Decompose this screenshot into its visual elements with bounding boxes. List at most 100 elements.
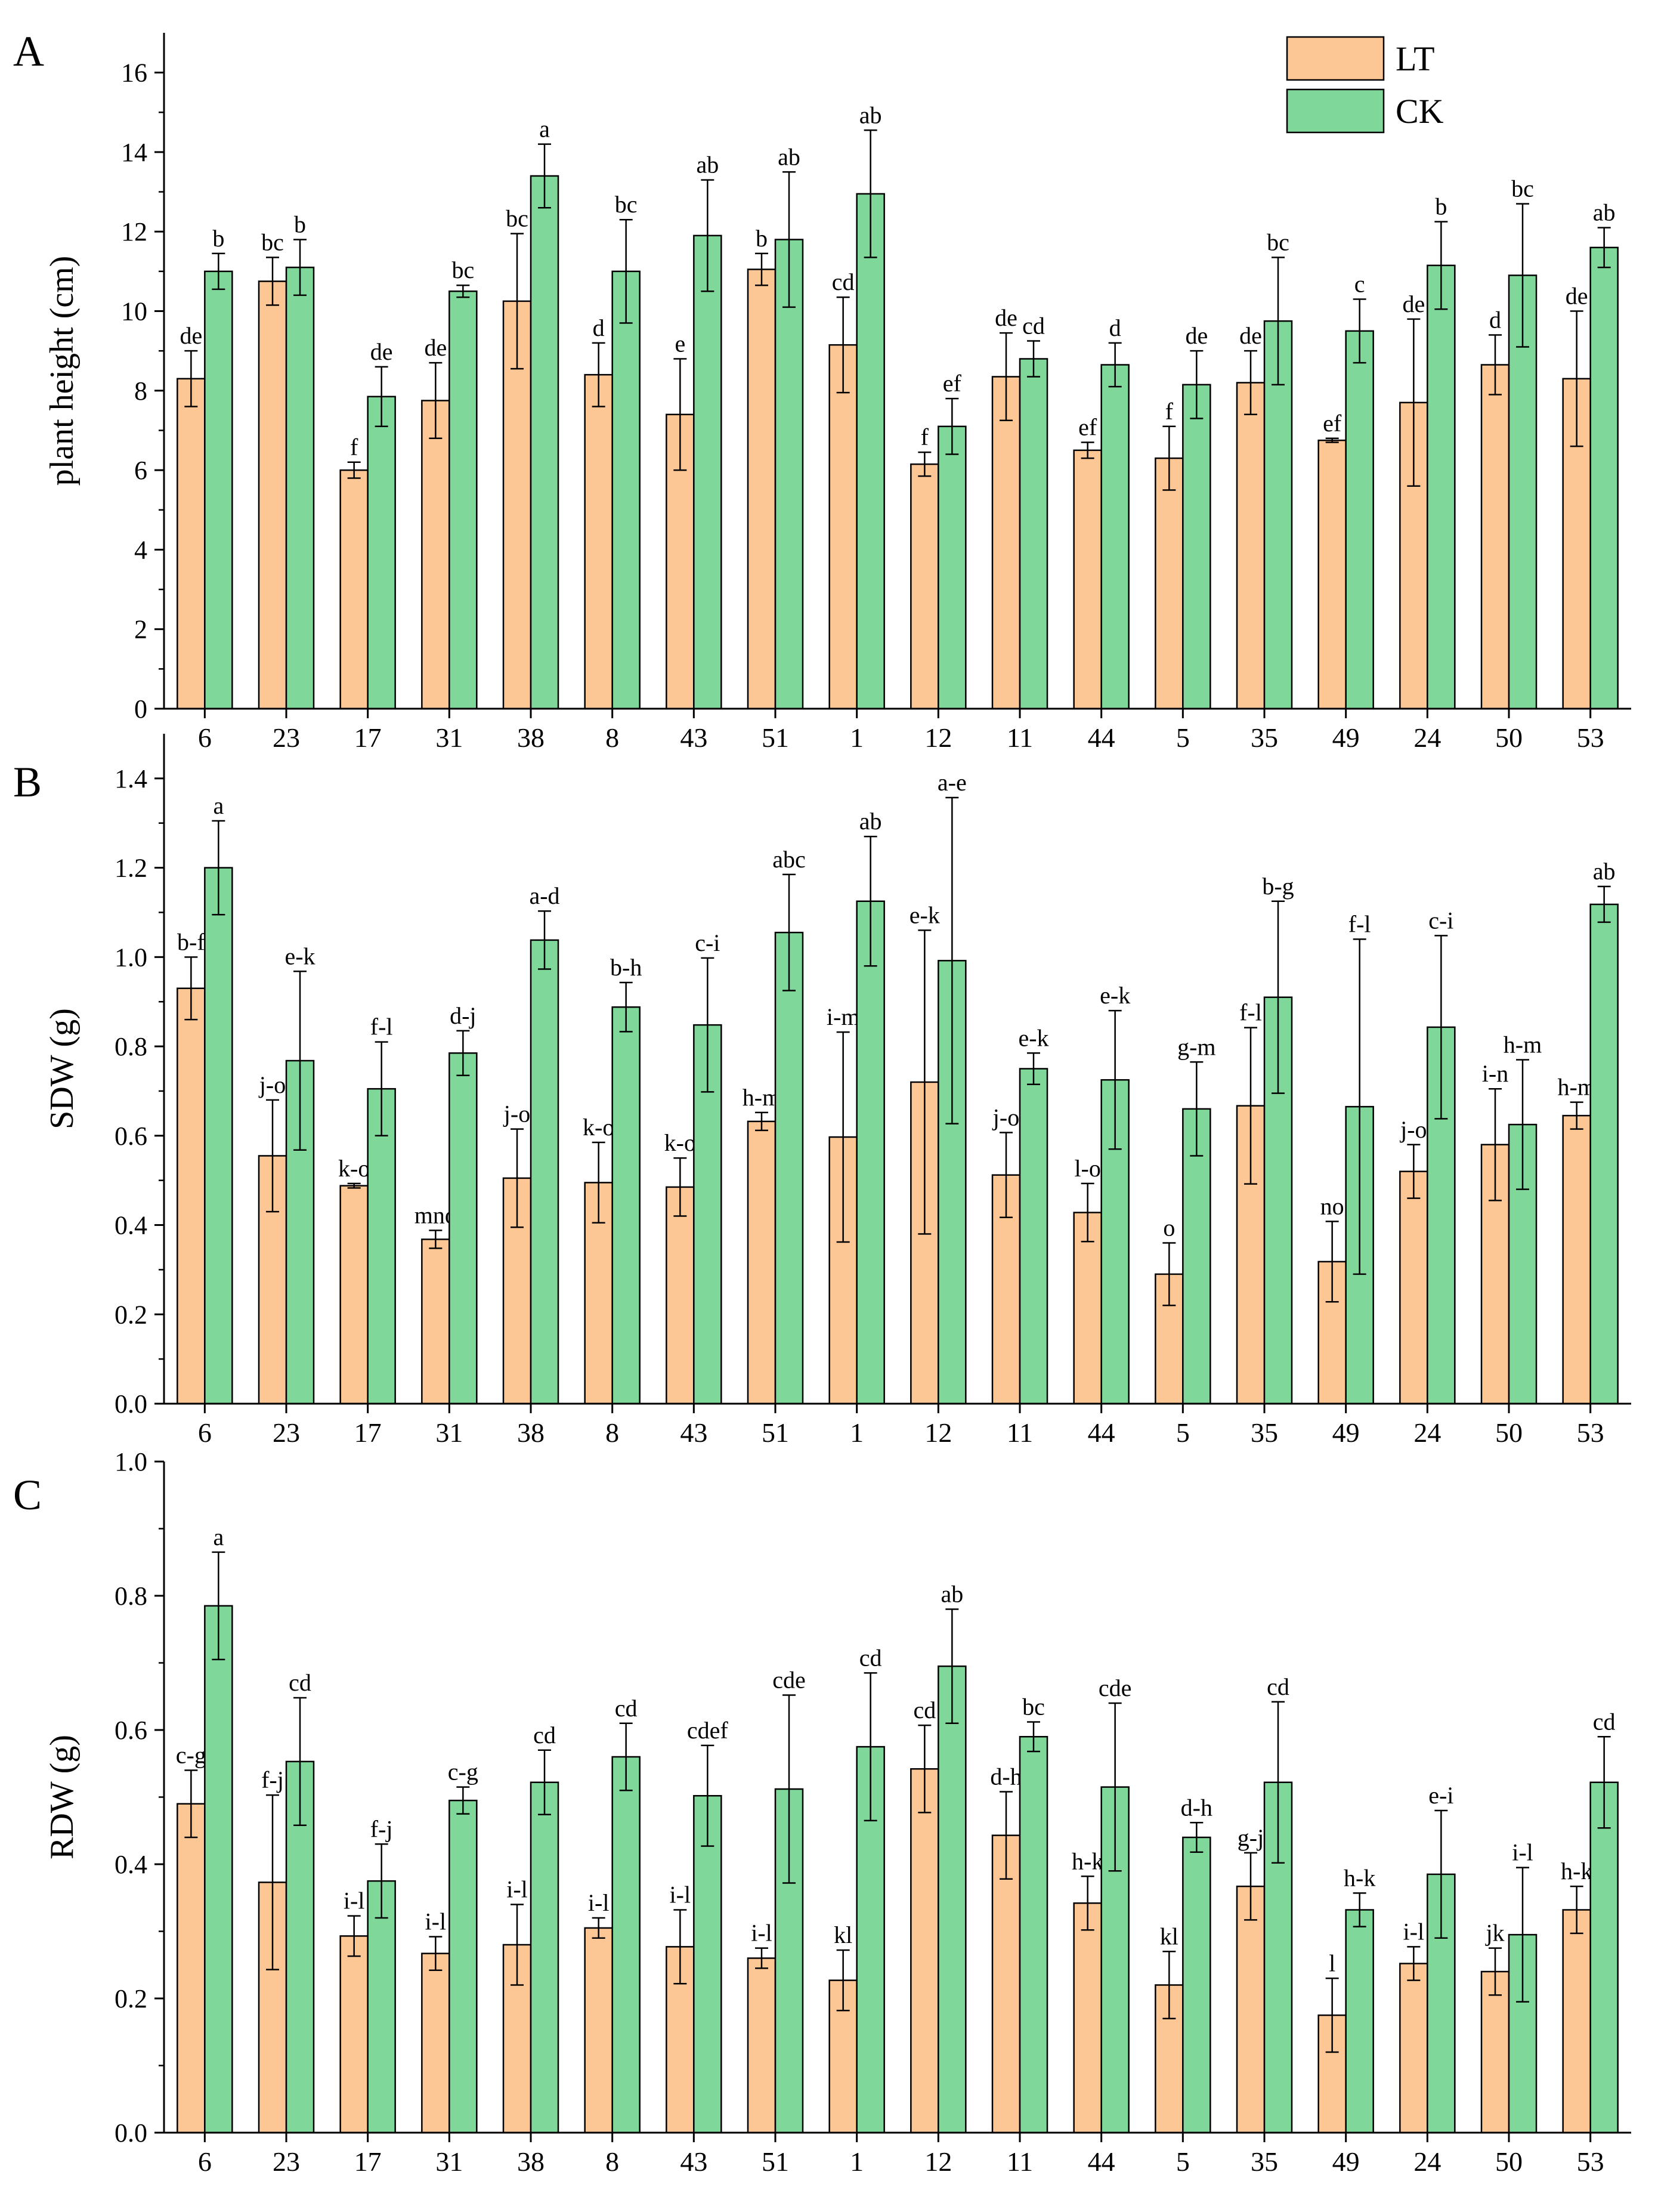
significance-label: f — [350, 434, 358, 461]
y-tick-label: 0.2 — [115, 1300, 147, 1329]
bar-lt — [991, 376, 1021, 710]
significance-label: j-o — [503, 1101, 530, 1127]
significance-label: bc — [451, 257, 474, 283]
panel-letter: A — [13, 27, 44, 75]
legend-swatch-ck — [1286, 88, 1385, 134]
significance-label: b — [756, 225, 768, 252]
x-tick-label: 24 — [1413, 2146, 1441, 2177]
bar-lt — [1317, 439, 1347, 710]
significance-label: e-k — [284, 943, 315, 969]
y-tick-label: 0.8 — [115, 1581, 147, 1611]
x-tick-label: 1 — [850, 1417, 864, 1448]
bar-ck — [204, 1605, 233, 2134]
bar-lt — [910, 1768, 939, 2134]
bar-lt — [584, 1927, 613, 2134]
x-tick-label: 38 — [517, 1417, 545, 1448]
bar-lt — [177, 378, 206, 710]
bar-ck — [1427, 264, 1456, 710]
significance-label: j-o — [992, 1104, 1019, 1131]
bar-ck — [530, 1781, 559, 2134]
significance-label: b-h — [610, 954, 642, 981]
significance-label: i-l — [1403, 1918, 1425, 1945]
significance-label: de — [1402, 291, 1425, 317]
y-tick-label: 16 — [121, 58, 147, 88]
panel-b: B SDW (g) 0.0 0.2 0.4 0.6 0.8 1.0 1.2 1.4 b-f a 6 j-o… — [13, 734, 1631, 1448]
bar-ck — [938, 1665, 967, 2134]
significance-label: e-k — [910, 901, 940, 928]
bar-ck — [1182, 384, 1211, 710]
x-tick-label: 31 — [435, 1417, 463, 1448]
significance-label: ab — [1593, 858, 1616, 885]
significance-label: cd — [1593, 1708, 1616, 1735]
x-tick-label: 1 — [850, 722, 864, 753]
significance-label: cd — [289, 1669, 311, 1696]
significance-label: d-h — [990, 1763, 1022, 1790]
bar-ck — [693, 234, 722, 710]
y-tick-label: 1.2 — [115, 854, 147, 883]
significance-label: d — [1489, 307, 1501, 333]
x-tick-label: 35 — [1251, 2146, 1278, 2177]
x-tick-label: 44 — [1088, 722, 1115, 753]
y-tick-label: 1.0 — [115, 1447, 147, 1476]
significance-label: h-k — [1072, 1848, 1103, 1874]
x-tick-label: 5 — [1176, 2146, 1190, 2177]
significance-label: bc — [615, 191, 638, 218]
bar-ck — [367, 1880, 396, 2134]
bar-lt — [421, 1238, 450, 1405]
x-tick-label: 8 — [605, 2146, 619, 2177]
significance-label: cd — [533, 1722, 556, 1748]
significance-label: l — [1329, 1950, 1335, 1976]
x-tick-label: 31 — [435, 722, 463, 753]
significance-label: f-j — [370, 1815, 393, 1842]
bar-lt — [747, 268, 777, 710]
bar-ck — [611, 1756, 641, 2134]
significance-label: a — [539, 116, 550, 143]
significance-label: h-m — [743, 1084, 781, 1111]
significance-label: b-f — [177, 928, 205, 955]
x-tick-label: 11 — [1007, 722, 1033, 753]
bar-ck — [1182, 1836, 1211, 2134]
significance-label: bc — [1511, 175, 1534, 202]
bar-ck — [367, 396, 396, 710]
bar-ck — [1019, 1736, 1048, 2134]
significance-label: g-j — [1238, 1824, 1264, 1851]
x-tick-label: 24 — [1413, 722, 1441, 753]
y-axis-title: plant height (cm) — [44, 256, 81, 486]
bar-lt — [421, 1953, 450, 2134]
x-tick-label: 17 — [354, 722, 382, 753]
significance-label: c-i — [695, 929, 720, 956]
significance-label: j-o — [258, 1071, 286, 1098]
significance-label: cd — [859, 1644, 882, 1671]
x-tick-label: 8 — [605, 1417, 619, 1448]
significance-label: cd — [1022, 313, 1045, 339]
significance-label: g-m — [1177, 1033, 1215, 1060]
significance-label: i-l — [1512, 1839, 1533, 1866]
x-tick-label: 12 — [924, 1417, 952, 1448]
significance-label: de — [1185, 322, 1208, 349]
bar-lt — [584, 373, 613, 710]
significance-label: d — [593, 314, 605, 341]
x-tick-label: 8 — [605, 722, 619, 753]
bar-lt — [1480, 364, 1510, 710]
significance-label: k-o — [583, 1114, 614, 1141]
x-tick-label: 44 — [1088, 2146, 1115, 2177]
y-tick-label: 4 — [134, 535, 147, 564]
significance-label: h-m — [1557, 1074, 1595, 1101]
significance-label: jk — [1484, 1920, 1504, 1947]
x-tick-label: 49 — [1332, 1417, 1360, 1448]
significance-label: i-n — [1482, 1060, 1508, 1087]
y-tick-label: 6 — [134, 456, 147, 485]
significance-label: ef — [1078, 413, 1097, 440]
bar-ck — [448, 1799, 478, 2134]
x-tick-label: 38 — [517, 722, 545, 753]
bar-ck — [774, 931, 804, 1405]
bar-lt — [1073, 449, 1102, 710]
x-tick-label: 38 — [517, 2146, 545, 2177]
x-tick-label: 49 — [1332, 2146, 1360, 2177]
x-tick-label: 11 — [1007, 1417, 1033, 1448]
y-tick-label: 0.6 — [115, 1122, 147, 1151]
x-tick-label: 23 — [273, 722, 300, 753]
bar-ck — [1345, 330, 1374, 710]
bar-ck — [1100, 364, 1130, 710]
